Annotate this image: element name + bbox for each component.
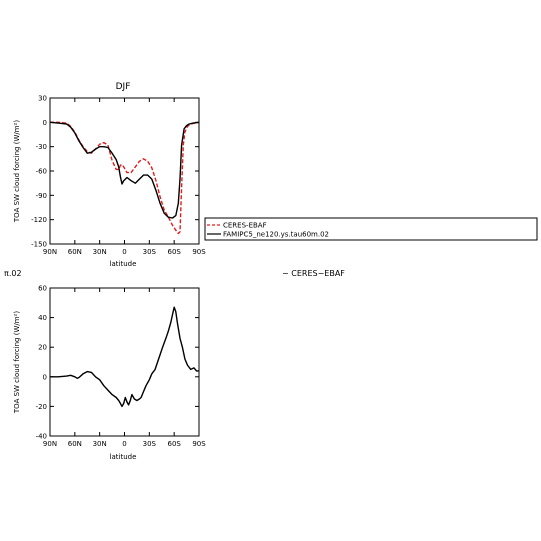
panel-djf-ytick-label-2: -90 <box>36 192 47 200</box>
panel-djf-ytick-label-6: 30 <box>38 95 47 103</box>
panel-difference-series-line-0 <box>50 306 199 408</box>
panel-difference-ytick-label-1: -20 <box>36 403 47 411</box>
panel-difference-ytick-label-2: 0 <box>43 373 47 381</box>
fragment-label-left: π.02 <box>4 269 22 278</box>
panel-djf-y-axis: -150 -120 -90 -60 -30 0 30 <box>31 95 199 249</box>
panel-difference-ytick-label-3: 20 <box>38 344 47 352</box>
panel-djf-xlabel: latitude <box>110 260 137 268</box>
panel-djf-xtick-label-2: 30N <box>93 248 107 256</box>
panel-djf: DJF -150 -120 -90 -60 -30 0 30 90N 60N 30N 0 30S 60… <box>13 82 206 268</box>
panel-djf-ytick-label-1: -120 <box>31 216 47 224</box>
fragment-label-center: − CERES−EBAF <box>282 269 345 278</box>
panel-difference-xlabel: latitude <box>110 453 137 461</box>
panel-djf-series-line-0 <box>50 121 200 235</box>
panel-djf-ytick-label-5: 0 <box>43 119 47 127</box>
panel-difference-ylabel: TOA SW cloud forcing (W/m²) <box>13 311 21 414</box>
panel-difference-ytick-label-5: 60 <box>38 285 47 293</box>
panel-difference-xtick-label-6: 90S <box>192 440 206 448</box>
panel-djf-series-line-1 <box>49 121 200 219</box>
panel-difference-frame <box>49 287 200 437</box>
panel-djf-ytick-label-3: -60 <box>36 168 47 176</box>
panel-difference-x-axis: 90N 60N 30N 0 30S 60S 90S <box>43 288 206 448</box>
legend-label-famipc5: FAMIPC5_ne120.ys.tau60m.02 <box>223 231 329 239</box>
panel-difference: -40 -20 0 20 40 60 90N 60N 30N 0 30S 60S 90S latitu… <box>13 285 206 462</box>
panel-djf-series <box>49 121 200 235</box>
panel-djf-xtick-label-3: 0 <box>122 248 126 256</box>
panel-difference-series <box>50 306 199 408</box>
legend: CERES-EBAF FAMIPC5_ne120.ys.tau60m.02 <box>204 217 538 241</box>
panel-difference-xtick-label-0: 90N <box>43 440 57 448</box>
legend-label-ceres: CERES-EBAF <box>223 222 267 230</box>
panel-djf-frame <box>49 97 200 245</box>
panel-difference-xtick-label-4: 30S <box>143 440 157 448</box>
panel-djf-x-axis: 90N 60N 30N 0 30S 60S 90S <box>43 98 206 256</box>
panel-difference-xtick-label-3: 0 <box>122 440 126 448</box>
panel-djf-title: DJF <box>116 82 131 92</box>
panel-difference-ytick-label-4: 40 <box>38 314 47 322</box>
panel-djf-ytick-label-0: -150 <box>31 241 47 249</box>
panel-djf-ylabel: TOA SW cloud forcing (W/m²) <box>13 120 21 223</box>
panel-difference-xtick-label-5: 60S <box>167 440 181 448</box>
panel-djf-ytick-label-4: -30 <box>36 143 47 151</box>
legend-box <box>204 217 538 241</box>
panel-djf-xtick-label-5: 60S <box>167 248 181 256</box>
panel-djf-xtick-label-4: 30S <box>143 248 157 256</box>
panel-djf-xtick-label-6: 90S <box>192 248 206 256</box>
panel-difference-xtick-label-1: 60N <box>68 440 82 448</box>
panel-djf-xtick-label-0: 90N <box>43 248 57 256</box>
panel-difference-xtick-label-2: 30N <box>93 440 107 448</box>
panel-djf-xtick-label-1: 60N <box>68 248 82 256</box>
panel-difference-ytick-label-0: -40 <box>36 433 47 441</box>
